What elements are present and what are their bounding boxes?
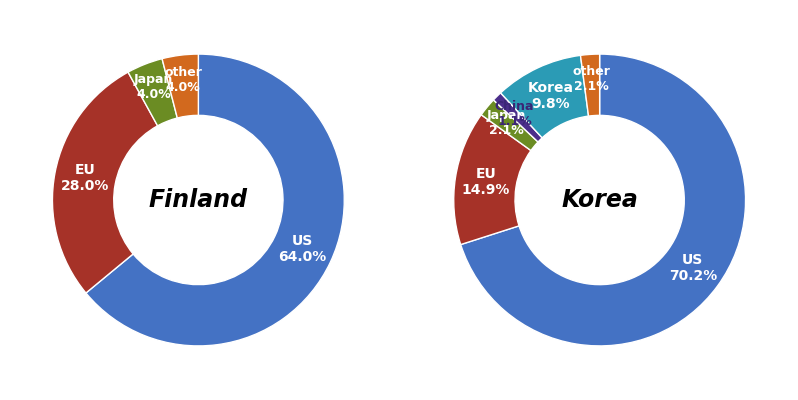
Wedge shape	[493, 93, 542, 142]
Text: Finland: Finland	[149, 188, 248, 212]
Text: EU
14.9%: EU 14.9%	[461, 167, 510, 197]
Text: Japan
4.0%: Japan 4.0%	[134, 74, 173, 102]
Text: other
2.1%: other 2.1%	[573, 65, 610, 93]
Text: US
70.2%: US 70.2%	[669, 253, 717, 283]
Text: Japan
2.1%: Japan 2.1%	[487, 109, 526, 137]
Wedge shape	[162, 54, 199, 118]
Text: EU
28.0%: EU 28.0%	[61, 163, 109, 194]
Text: China
1.1%: China 1.1%	[495, 100, 534, 128]
Wedge shape	[481, 100, 538, 150]
Text: US
64.0%: US 64.0%	[279, 234, 327, 264]
Wedge shape	[500, 55, 589, 138]
Wedge shape	[53, 72, 157, 293]
Wedge shape	[86, 54, 344, 346]
Wedge shape	[128, 59, 177, 126]
Wedge shape	[580, 54, 599, 116]
Wedge shape	[460, 54, 745, 346]
Text: Korea: Korea	[561, 188, 638, 212]
Text: other
4.0%: other 4.0%	[164, 66, 202, 94]
Text: Korea
9.8%: Korea 9.8%	[527, 80, 574, 111]
Wedge shape	[454, 115, 531, 244]
